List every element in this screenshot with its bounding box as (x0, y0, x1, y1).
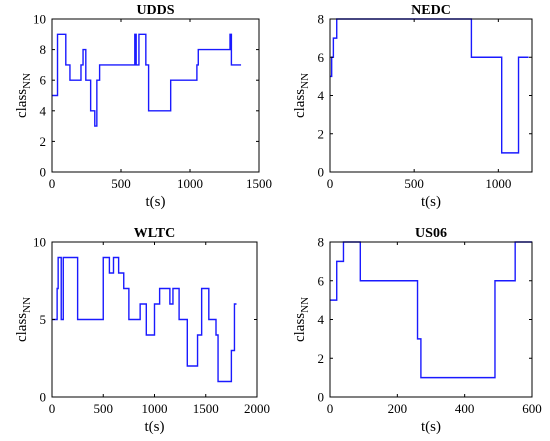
chart-4-xtick-label: 600 (522, 401, 542, 416)
chart-4-title: US06 (415, 226, 447, 241)
chart-1-xtick-label: 1000 (177, 176, 203, 191)
chart-4-xtick-label: 0 (327, 401, 334, 416)
chart-3-ytick-label: 10 (33, 235, 46, 250)
chart-1-ytick-label: 8 (40, 42, 47, 57)
chart-3-ytick-label: 0 (40, 390, 47, 405)
chart-2-ylabel-sub: NN (299, 73, 311, 89)
chart-1-ylabel-main: class (14, 89, 30, 118)
chart-4-series-line (330, 241, 532, 379)
chart-3-series-line (52, 256, 237, 383)
chart-1-xtick-label: 1500 (246, 176, 272, 191)
chart-4-ytick-label: 0 (318, 390, 325, 405)
chart-2-ytick-label: 4 (318, 88, 325, 103)
chart-3-xlabel: t(s) (145, 419, 165, 435)
chart-2-xtick-label: 1000 (485, 176, 511, 191)
chart-4-xlabel: t(s) (421, 419, 441, 435)
chart-2-xtick-label: 0 (327, 176, 334, 191)
chart-1-xlabel: t(s) (146, 194, 166, 210)
chart-2: 0 500 1000 0 2 4 6 8 NEDC t(s) classNN (292, 3, 533, 210)
chart-4-ytick-label: 8 (318, 235, 325, 250)
chart-3-xtick-label: 1000 (142, 401, 168, 416)
chart-3-xtick-label: 1500 (193, 401, 219, 416)
chart-1-ytick-label: 10 (33, 12, 46, 27)
chart-3: 0 500 1000 1500 2000 0 5 10 WLTC t(s) classNN (14, 226, 270, 435)
chart-1: 0 500 1000 1500 0 2 4 6 8 10 UDDS t(s) classNN (14, 3, 272, 210)
chart-2-ylabel: classNN (292, 73, 311, 118)
chart-2-ytick-label: 8 (318, 12, 325, 27)
chart-1-axes-frame (51, 18, 260, 173)
chart-4: 0 200 400 600 0 2 4 6 8 US06 t(s) classNN (292, 226, 542, 435)
chart-1-title: UDDS (136, 3, 174, 18)
chart-2-ytick-label: 0 (318, 165, 325, 180)
chart-3-xtick-label: 2000 (244, 401, 270, 416)
chart-4-ylabel-sub: NN (299, 297, 311, 313)
chart-1-ytick-label: 6 (40, 73, 47, 88)
chart-1-xtick-label: 500 (111, 176, 131, 191)
chart-2-xtick-label: 500 (404, 176, 424, 191)
chart-4-ytick-label: 6 (318, 273, 325, 288)
chart-1-ylabel: classNN (14, 73, 33, 118)
chart-3-ylabel-main: class (14, 313, 30, 342)
chart-1-ytick-label: 4 (40, 103, 47, 118)
chart-4-ylabel-main: class (292, 313, 308, 342)
chart-4-xtick-label: 200 (388, 401, 408, 416)
chart-2-title: NEDC (411, 3, 451, 18)
chart-1-series-line (52, 33, 242, 127)
chart-3-ytick-label: 5 (40, 312, 47, 327)
chart-3-title: WLTC (134, 226, 176, 241)
chart-1-xtick-label: 0 (49, 176, 56, 191)
chart-3-ylabel: classNN (14, 297, 33, 342)
chart-2-ytick-label: 6 (318, 50, 325, 65)
chart-1-ytick-label: 2 (40, 134, 47, 149)
chart-3-xtick-label: 0 (49, 401, 56, 416)
chart-4-ytick-label: 4 (318, 312, 325, 327)
chart-2-ylabel-main: class (292, 89, 308, 118)
chart-3-xtick-label: 500 (94, 401, 114, 416)
chart-2-series-line (330, 18, 529, 154)
chart-4-ylabel: classNN (292, 297, 311, 342)
chart-4-xtick-label: 400 (455, 401, 475, 416)
chart-2-ytick-label: 2 (318, 126, 325, 141)
chart-2-xlabel: t(s) (421, 194, 441, 210)
chart-3-ylabel-sub: NN (21, 297, 33, 313)
chart-4-ytick-label: 2 (318, 351, 325, 366)
chart-1-ylabel-sub: NN (21, 73, 33, 89)
chart-1-ytick-label: 0 (40, 165, 47, 180)
